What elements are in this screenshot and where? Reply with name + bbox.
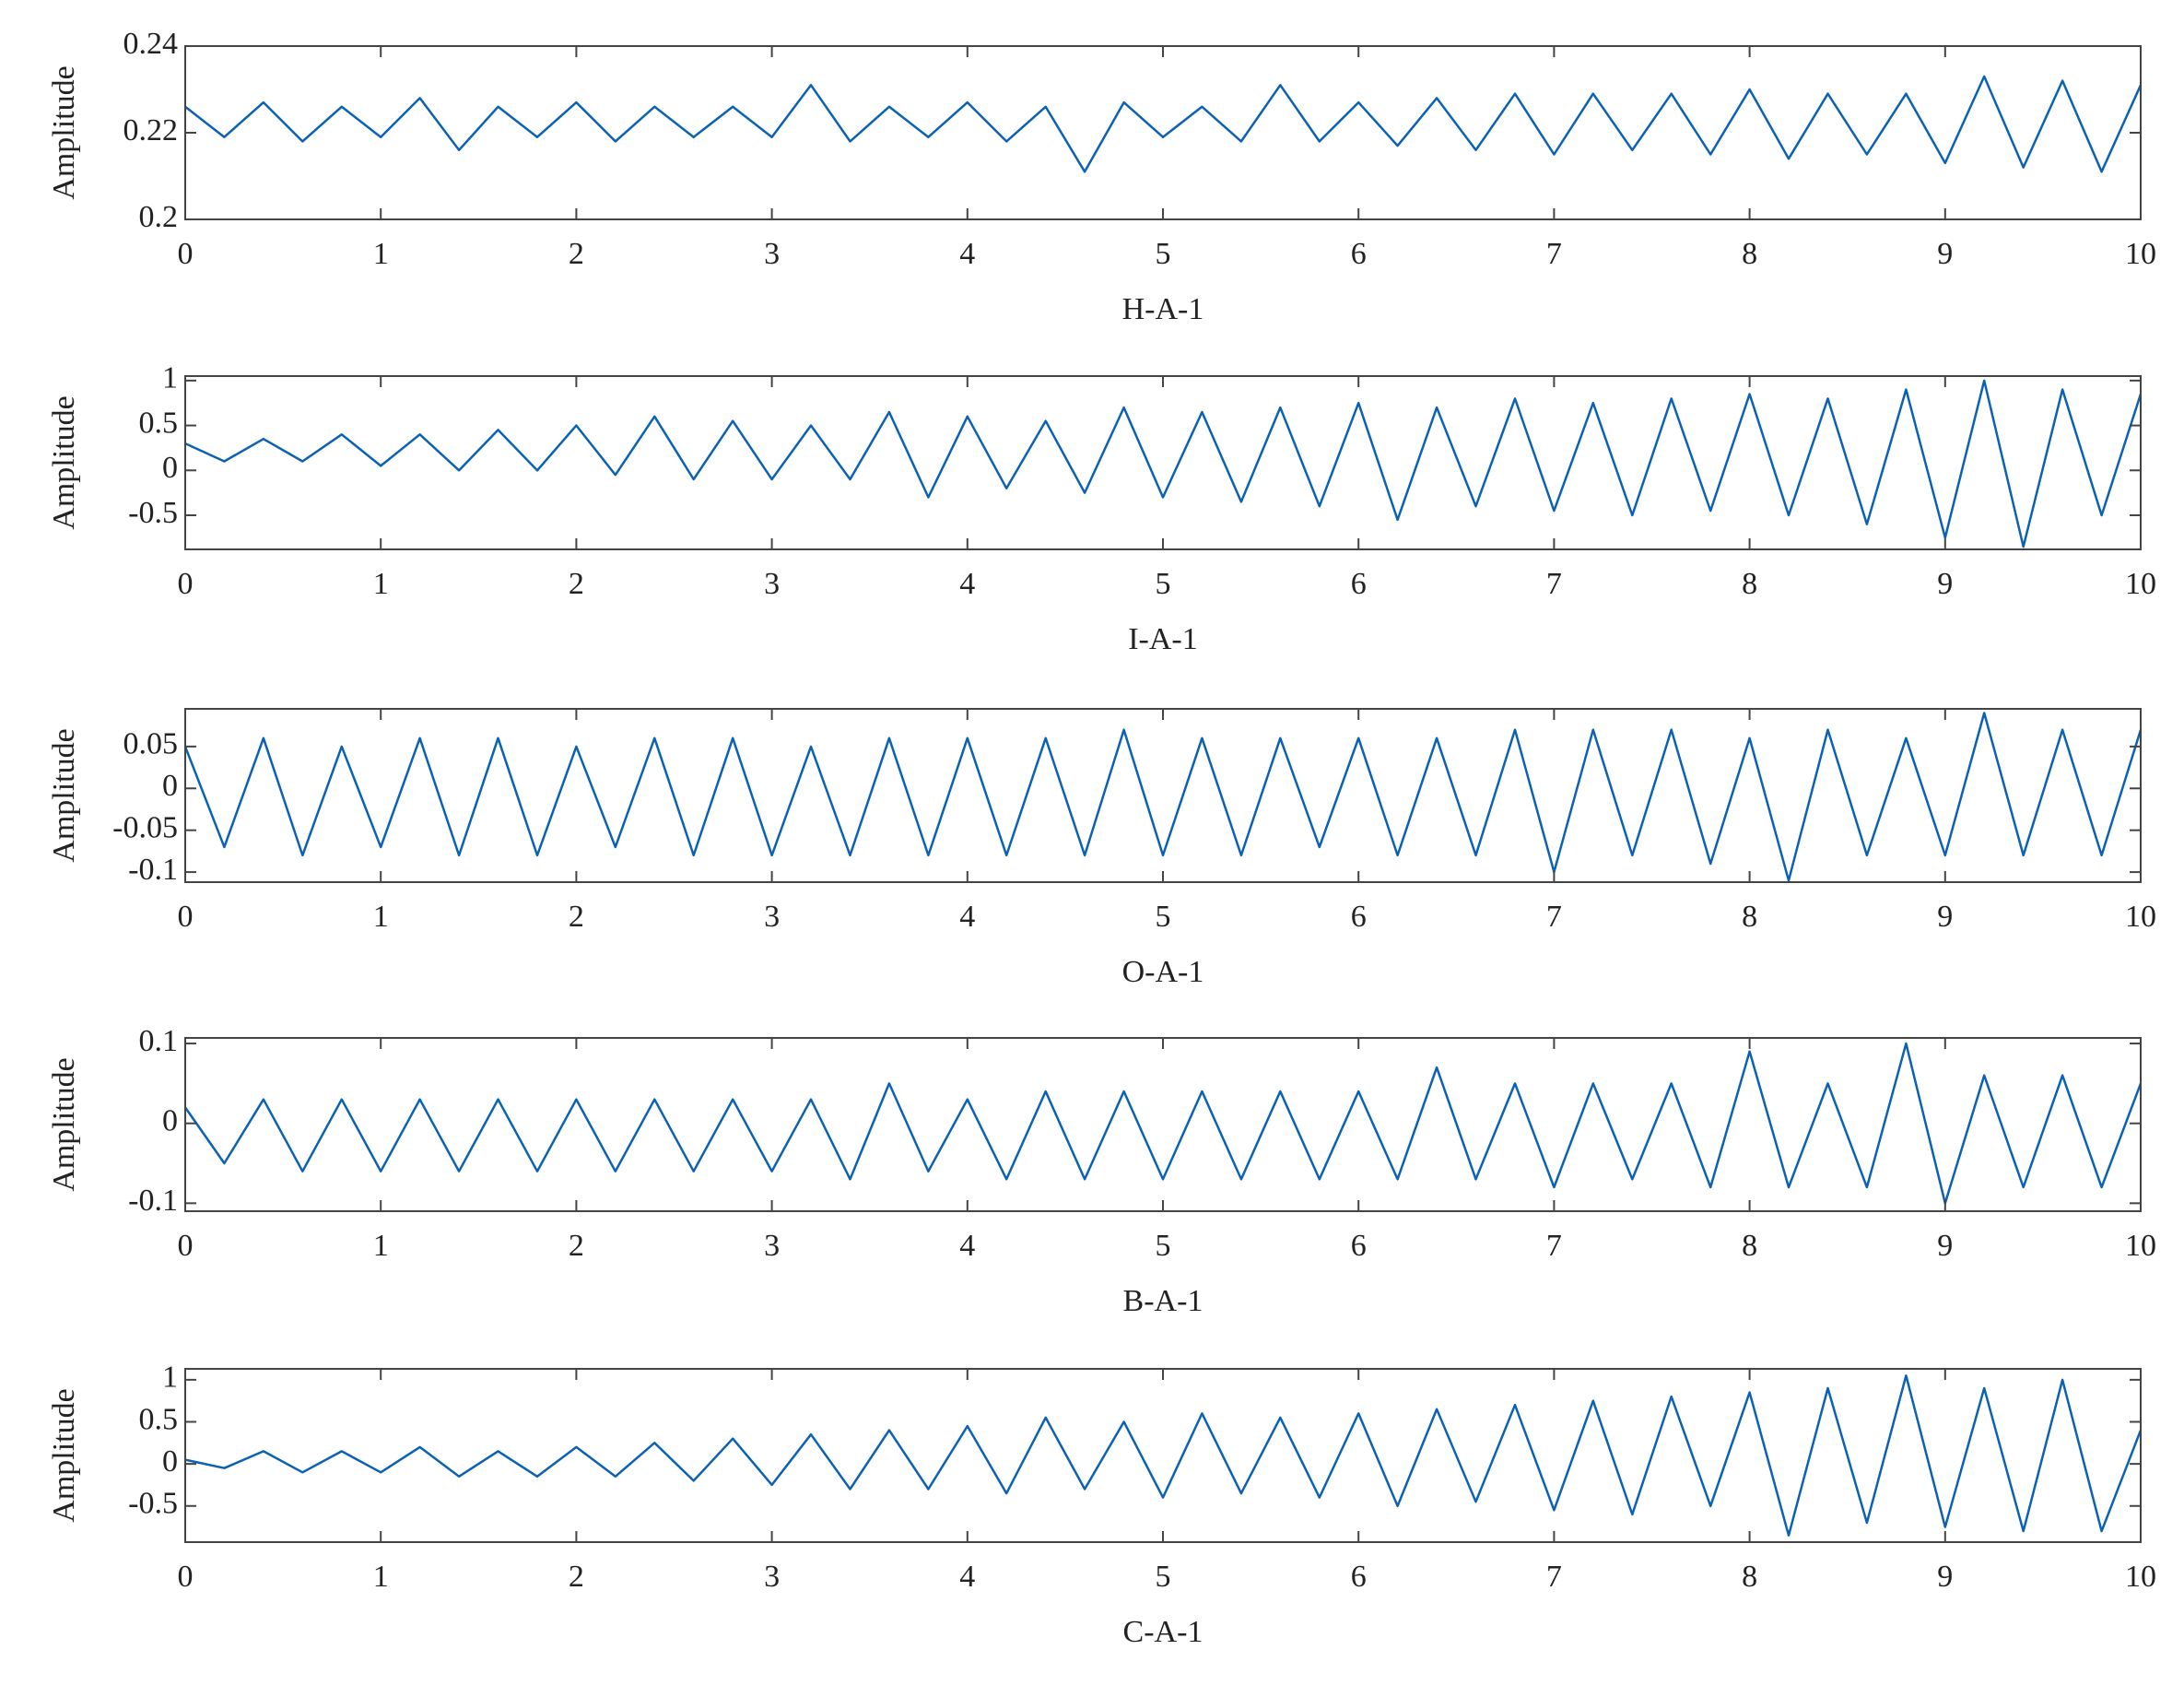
- x-tick-label: 6: [1351, 1560, 1367, 1594]
- x-tick-label: 7: [1546, 1560, 1562, 1594]
- y-tick-label: 0.1: [139, 1024, 179, 1058]
- x-tick-label: 3: [764, 1560, 780, 1594]
- x-axis-label: O-A-1: [1122, 955, 1204, 989]
- x-axis-label: C-A-1: [1123, 1615, 1204, 1649]
- x-tick-label: 7: [1546, 237, 1562, 271]
- y-tick-label: 0.5: [139, 1402, 179, 1436]
- x-tick-label: 5: [1156, 1229, 1171, 1263]
- x-tick-label: 9: [1937, 567, 1953, 601]
- x-tick-label: 1: [373, 1560, 389, 1594]
- y-axis-label: Amplitude: [47, 1388, 81, 1522]
- x-tick-label: 2: [569, 1560, 584, 1594]
- x-tick-label: 9: [1937, 237, 1953, 271]
- signal-line: [183, 712, 2143, 882]
- x-tick-label: 2: [569, 567, 584, 601]
- x-tick-label: 6: [1351, 1229, 1367, 1263]
- signal-line: [183, 1042, 2143, 1205]
- x-tick-label: 2: [569, 1229, 584, 1263]
- x-tick-label: 1: [373, 900, 389, 934]
- y-tick-label: 1: [162, 1361, 178, 1395]
- x-tick-label: 6: [1351, 900, 1367, 934]
- y-tick-label: 0: [162, 451, 178, 485]
- x-tick-label: 4: [959, 1229, 975, 1263]
- x-tick-label: 8: [1742, 1560, 1757, 1594]
- x-tick-label: 4: [959, 1560, 975, 1594]
- x-tick-label: 9: [1937, 1560, 1953, 1594]
- x-tick-label: 0: [178, 1229, 194, 1263]
- y-tick-label: 0.22: [123, 113, 179, 147]
- y-tick-label: 0.2: [139, 200, 179, 234]
- y-tick-label: -0.5: [128, 1487, 178, 1521]
- x-tick-label: 0: [178, 567, 194, 601]
- x-tick-label: 10: [2125, 1560, 2156, 1594]
- y-tick-label: 0.05: [123, 727, 179, 761]
- y-tick-label: 0.5: [139, 406, 179, 440]
- x-tick-label: 3: [764, 237, 780, 271]
- x-tick-label: 10: [2125, 1229, 2156, 1263]
- x-tick-label: 8: [1742, 567, 1757, 601]
- x-tick-label: 5: [1156, 567, 1171, 601]
- x-tick-label: 7: [1546, 567, 1562, 601]
- x-tick-label: 10: [2125, 567, 2156, 601]
- x-tick-label: 1: [373, 237, 389, 271]
- x-tick-label: 2: [569, 900, 584, 934]
- x-tick-label: 4: [959, 567, 975, 601]
- y-tick-label: 0.24: [123, 27, 179, 61]
- x-axis-label: I-A-1: [1128, 622, 1198, 656]
- x-axis-label: H-A-1: [1122, 292, 1204, 326]
- x-tick-label: 6: [1351, 567, 1367, 601]
- x-tick-label: 5: [1156, 1560, 1171, 1594]
- x-tick-label: 4: [959, 900, 975, 934]
- y-tick-label: 1: [162, 361, 178, 395]
- x-tick-label: 1: [373, 1229, 389, 1263]
- signal-line: [184, 1374, 2143, 1537]
- x-tick-label: 3: [764, 567, 780, 601]
- plot-frame: [184, 1037, 2142, 1212]
- y-tick-label: -0.1: [128, 853, 178, 887]
- x-tick-label: 2: [569, 237, 584, 271]
- x-tick-label: 3: [764, 900, 780, 934]
- x-tick-label: 8: [1742, 900, 1757, 934]
- x-tick-label: 0: [178, 1560, 194, 1594]
- y-axis-label: Amplitude: [47, 1057, 81, 1191]
- y-tick-label: 0: [162, 769, 178, 803]
- x-tick-label: 9: [1937, 900, 1953, 934]
- x-tick-label: 0: [178, 237, 194, 271]
- x-tick-label: 9: [1937, 1229, 1953, 1263]
- y-tick-label: 0: [162, 1103, 178, 1137]
- signal-line: [184, 75, 2143, 173]
- plot-frame: [184, 45, 2142, 220]
- x-tick-label: 7: [1546, 1229, 1562, 1263]
- x-tick-label: 8: [1742, 237, 1757, 271]
- y-axis-label: Amplitude: [47, 728, 81, 862]
- x-tick-label: 5: [1156, 237, 1171, 271]
- y-tick-label: 0: [162, 1444, 178, 1479]
- x-tick-label: 3: [764, 1229, 780, 1263]
- y-tick-label: -0.1: [128, 1184, 178, 1218]
- x-tick-label: 1: [373, 567, 389, 601]
- x-tick-label: 5: [1156, 900, 1171, 934]
- x-tick-label: 10: [2125, 900, 2156, 934]
- x-tick-label: 0: [178, 900, 194, 934]
- y-tick-label: -0.5: [128, 496, 178, 530]
- y-axis-label: Amplitude: [47, 65, 81, 199]
- x-tick-label: 6: [1351, 237, 1367, 271]
- x-tick-label: 8: [1742, 1229, 1757, 1263]
- signal-line: [184, 379, 2143, 548]
- y-axis-label: Amplitude: [47, 395, 81, 529]
- x-tick-label: 4: [959, 237, 975, 271]
- x-tick-label: 10: [2125, 237, 2156, 271]
- x-axis-label: B-A-1: [1123, 1284, 1204, 1318]
- y-tick-label: -0.05: [112, 810, 178, 844]
- x-tick-label: 7: [1546, 900, 1562, 934]
